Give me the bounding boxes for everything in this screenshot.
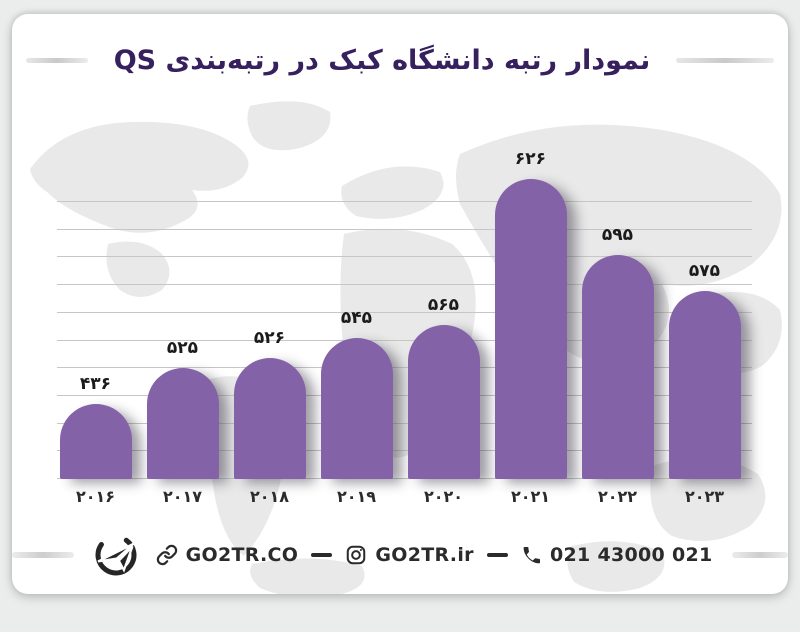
- phone-item: 021 43000 021: [521, 544, 713, 566]
- bar-2020: [407, 325, 480, 479]
- bar-value-label: ۵۷۵: [688, 261, 721, 281]
- bar-column-2019: ۵۴۵: [313, 98, 400, 479]
- infographic-card: نمودار رتبه دانشگاه کبک در رتبه‌بندی QS …: [12, 14, 788, 594]
- website-item: GO2TR.CO: [156, 544, 299, 566]
- bar-2019: [320, 338, 393, 479]
- footer: GO2TR.CO GO2TR.ir 021 43000 021: [12, 529, 788, 581]
- bar-value-label: ۵۹۵: [601, 225, 634, 245]
- title-dash-right: [676, 57, 775, 63]
- bar-2021: [494, 179, 567, 479]
- instagram-item: GO2TR.ir: [345, 544, 474, 566]
- x-axis-label-2018: ۲۰۱۸: [249, 487, 290, 506]
- bar-column-2022: ۵۹۵: [574, 98, 661, 479]
- bar-column-2020: ۵۶۵: [400, 98, 487, 479]
- bar-2023: [668, 291, 741, 479]
- bar-2017: [146, 368, 219, 479]
- title-dash-left: [25, 57, 88, 63]
- bar-2016: [59, 404, 132, 479]
- instagram-label: GO2TR.ir: [375, 544, 474, 566]
- bar-value-label: ۵۴۵: [340, 308, 373, 328]
- bar-value-label: ۵۲۶: [253, 328, 286, 348]
- x-axis-label-2022: ۲۰۲۲: [597, 487, 638, 506]
- bar-2022: [581, 255, 654, 479]
- website-label: GO2TR.CO: [185, 544, 299, 566]
- phone-label: 021 43000 021: [549, 544, 713, 566]
- bar-value-label: ۶۲۶: [514, 149, 547, 169]
- bar-column-2018: ۵۲۶: [226, 98, 313, 479]
- instagram-icon: [345, 544, 367, 566]
- go2tr-logo-icon: [93, 532, 139, 578]
- title-row: نمودار رتبه دانشگاه کبک در رتبه‌بندی QS: [12, 40, 788, 80]
- footer-separator: [311, 553, 333, 557]
- x-axis-labels: ۲۰۱۶ ۲۰۱۷ ۲۰۱۸ ۲۰۱۹ ۲۰۲۰ ۲۰۲۱ ۲۰۲۲ ۲۰۲۳: [12, 487, 788, 517]
- footer-separator: [486, 553, 508, 557]
- page-title: نمودار رتبه دانشگاه کبک در رتبه‌بندی QS: [113, 44, 651, 76]
- bar-value-label: ۵۶۵: [427, 295, 460, 315]
- gridline: [57, 478, 752, 479]
- x-axis-label-2023: ۲۰۲۳: [684, 487, 725, 506]
- x-axis-label-2019: ۲۰۱۹: [336, 487, 377, 506]
- x-axis-label-2020: ۲۰۲۰: [423, 487, 464, 506]
- bar-chart: ۴۳۶ ۵۲۵ ۵۲۶ ۵۴۵ ۵۶۵ ۶۲۶ ۵۹۵ ۵۷۵: [12, 98, 788, 479]
- bar-value-label: ۴۳۶: [79, 374, 112, 394]
- x-axis-label-2017: ۲۰۱۷: [162, 487, 203, 506]
- x-axis-label-2016: ۲۰۱۶: [75, 487, 116, 506]
- footer-dash-left: [12, 552, 74, 558]
- footer-dash-right: [731, 552, 788, 558]
- bar-column-2017: ۵۲۵: [139, 98, 226, 479]
- bar-column-2021: ۶۲۶: [487, 98, 574, 479]
- bar-value-label: ۵۲۵: [166, 338, 199, 358]
- phone-icon: [521, 545, 542, 566]
- link-icon: [156, 544, 178, 566]
- x-axis-label-2021: ۲۰۲۱: [510, 487, 551, 506]
- bar-2018: [233, 358, 306, 479]
- bar-column-2023: ۵۷۵: [661, 98, 748, 479]
- bars-row: ۴۳۶ ۵۲۵ ۵۲۶ ۵۴۵ ۵۶۵ ۶۲۶ ۵۹۵ ۵۷۵: [12, 98, 788, 479]
- bar-column-2016: ۴۳۶: [52, 98, 139, 479]
